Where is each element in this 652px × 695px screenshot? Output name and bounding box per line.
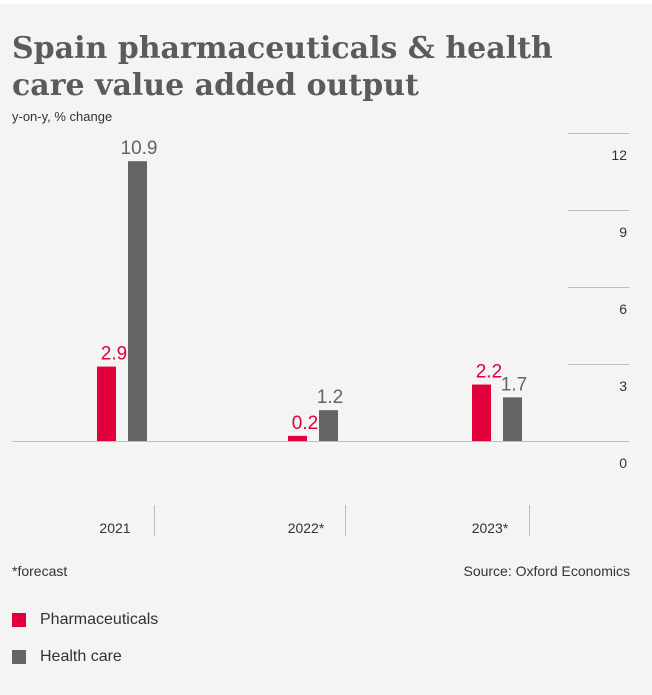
x-tick-label-2021: 2021 (99, 520, 130, 536)
bar-pharmaceuticals-2021 (97, 366, 116, 441)
legend-swatch-health-care (12, 650, 26, 664)
legend-label-pharmaceuticals: Pharmaceuticals (40, 611, 159, 628)
data-label-health-care-2022: 1.2 (317, 387, 343, 408)
legend-swatch-pharmaceuticals (12, 613, 26, 627)
bar-health-care-2023 (503, 397, 522, 441)
top-strip (0, 0, 652, 4)
y-tick-label-12: 12 (611, 147, 627, 163)
data-label-pharmaceuticals-2022: 0.2 (292, 413, 318, 434)
bar-health-care-2021 (128, 161, 147, 441)
legend-label-health-care: Health care (40, 648, 122, 665)
data-label-pharmaceuticals-2023: 2.2 (476, 362, 502, 383)
data-label-health-care-2021: 10.9 (121, 138, 158, 159)
legend-item-health-care: Health care (12, 647, 158, 667)
data-label-health-care-2023: 1.7 (501, 374, 527, 395)
x-tick-label-2023: 2023* (472, 520, 509, 536)
y-tick-label-9: 9 (619, 224, 627, 240)
forecast-footnote: *forecast (12, 563, 68, 579)
bar-pharmaceuticals-2023 (472, 384, 491, 441)
bar-health-care-2022 (319, 410, 338, 441)
y-tick-label-0: 0 (619, 455, 627, 471)
x-tick-label-2022: 2022* (288, 520, 325, 536)
chart-title: Spain pharmaceuticals & health care valu… (12, 31, 553, 103)
chart-subtitle: y-on-y, % change (12, 109, 113, 124)
legend: Pharmaceuticals Health care (12, 610, 158, 684)
legend-item-pharmaceuticals: Pharmaceuticals (12, 610, 158, 630)
data-label-pharmaceuticals-2021: 2.9 (101, 344, 127, 365)
source-note: Source: Oxford Economics (463, 563, 630, 579)
bar-pharmaceuticals-2022 (288, 435, 307, 441)
y-tick-label-6: 6 (619, 301, 627, 317)
y-tick-label-3: 3 (619, 378, 627, 394)
